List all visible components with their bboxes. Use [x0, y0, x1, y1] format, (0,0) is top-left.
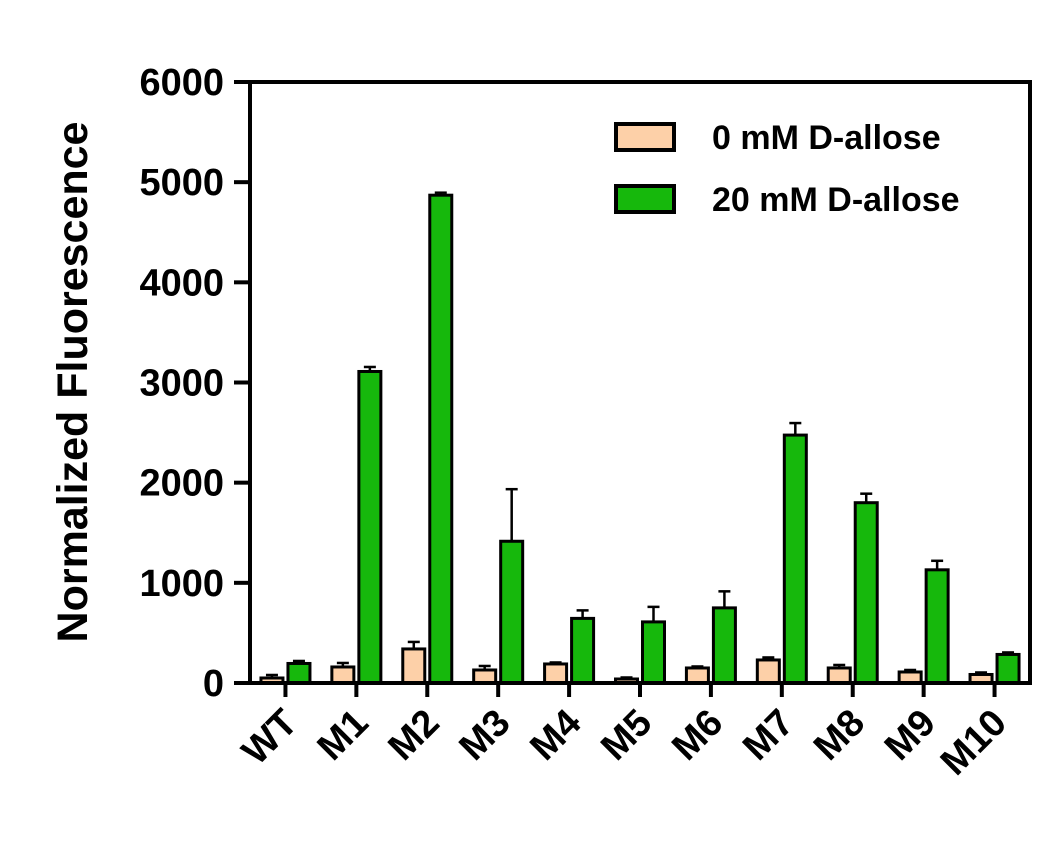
legend-label-treated: 20 mM D-allose [712, 181, 960, 219]
x-tick-label: M6 [664, 702, 731, 769]
x-tick-label: M2 [381, 702, 448, 769]
x-tick-label: M10 [933, 702, 1015, 784]
bar-treated-m3 [499, 539, 525, 685]
legend-swatch-treated [614, 184, 676, 214]
legend-swatch-control [614, 122, 676, 152]
y-tick-label: 2000 [139, 463, 224, 505]
chart-marks [259, 191, 1021, 685]
bar-treated-m4 [570, 616, 596, 685]
bar-treated-m5 [641, 620, 666, 685]
bar-treated-m1 [357, 369, 383, 685]
x-tick-label: WT [234, 702, 305, 773]
x-tick-label: M9 [877, 702, 944, 769]
bar-treated-m7 [782, 433, 808, 685]
y-tick-label: 6000 [139, 62, 224, 104]
bar-treated-m9 [924, 568, 950, 685]
x-tick-label: M7 [735, 702, 802, 769]
y-tick-label: 5000 [139, 162, 224, 204]
x-tick-label: M5 [593, 702, 660, 769]
x-tick-label: M1 [310, 702, 377, 769]
chart-legend: 0 mM D-allose 20 mM D-allose [614, 119, 960, 219]
legend-label-control: 0 mM D-allose [712, 119, 941, 157]
x-tick-label: M3 [452, 702, 519, 769]
bar-treated-m10 [995, 652, 1021, 685]
y-tick-label: 3000 [139, 363, 224, 405]
y-tick-label: 1000 [139, 563, 224, 605]
bar-treated-m2 [428, 193, 454, 685]
bar-control-m6 [684, 666, 710, 685]
x-tick-label: M4 [522, 702, 589, 769]
bar-treated-wt [286, 661, 312, 685]
x-tick-label: M8 [806, 702, 873, 769]
y-tick-label: 0 [203, 663, 224, 705]
bar-control-m7 [755, 658, 781, 685]
y-axis-title: Normalized Fluorescence [49, 122, 97, 643]
bar-treated-m8 [853, 501, 879, 685]
y-axis-title-group: Normalized Fluorescence [49, 122, 97, 643]
bar-control-m4 [543, 662, 569, 685]
bar-control-m2 [401, 647, 427, 685]
y-tick-label: 4000 [139, 262, 224, 304]
bar-treated-m6 [711, 606, 737, 685]
bar-control-m1 [330, 665, 356, 685]
bar-control-m8 [826, 666, 852, 685]
